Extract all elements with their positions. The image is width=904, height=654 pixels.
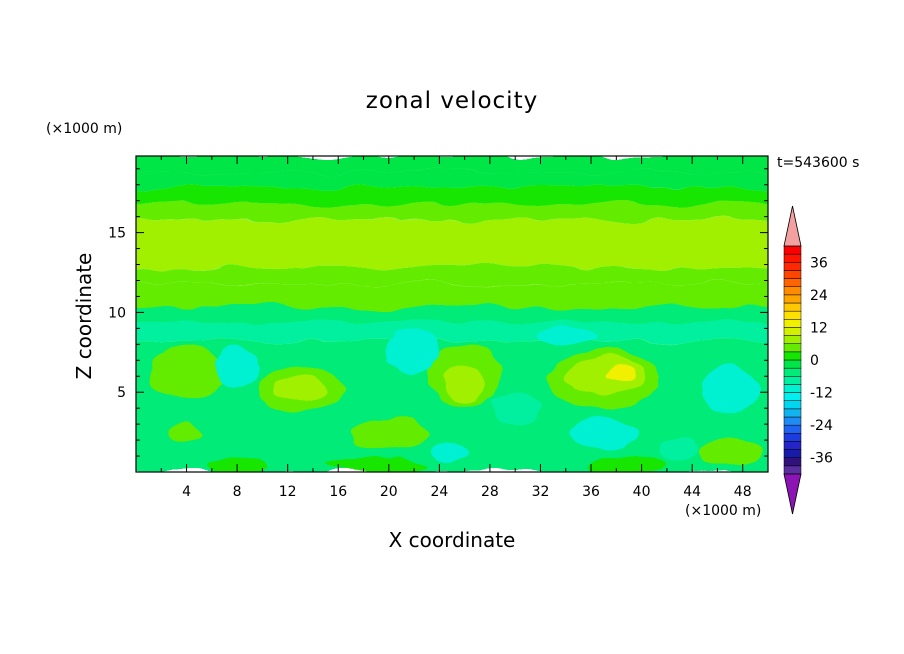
field-region-19 [171,420,202,444]
x-axis-label: X coordinate [388,528,516,552]
field-region-10 [325,457,427,472]
colorbar-segment [783,286,802,296]
contour-field [136,156,768,472]
colorbar-segment [783,253,802,263]
field-region-16 [572,417,636,450]
x-tick-label: 24 [430,484,448,500]
field-region-20 [660,435,699,461]
field-region-12 [591,456,667,472]
colorbar-segment [783,392,802,401]
x-tick-label: 40 [633,484,651,500]
x-tick-label: 36 [582,484,600,500]
colorbar-segment [783,465,802,475]
colorbar-over-arrow [783,205,802,247]
colorbar-segment [783,327,802,336]
x-tick-label: 4 [182,484,191,500]
field-region-3 [350,416,427,449]
field-band-4 [136,219,768,268]
x-tick-label: 8 [233,484,242,500]
colorbar-segment [783,400,802,410]
colorbar-segment [783,294,802,304]
colorbar-segment [783,262,802,271]
field-region-14 [214,349,260,388]
field-region-5 [444,365,485,404]
colorbar-segment [783,359,802,369]
field-region-21 [534,328,598,345]
colorbar-segment [783,278,802,287]
colorbar-segment [783,384,802,393]
x-tick-label: 44 [683,484,701,500]
colorbar-tick-label: -12 [810,386,833,402]
colorbar-tick-label: 24 [810,288,828,304]
colorbar-tick-label: -24 [810,418,833,434]
plot-frame [135,155,769,473]
field-region-9 [698,438,762,468]
colorbar-segment [783,302,802,312]
x-axis-scale-label: (×1000 m) [685,503,762,519]
colorbar-under-arrow [783,473,802,515]
colorbar-segment [783,367,802,377]
colorbar-segment [783,335,802,344]
y-tick-label: 5 [117,385,126,401]
colorbar-tick-label: 36 [810,255,828,271]
time-label: t=543600 s [777,155,860,171]
x-tick-label: 20 [380,484,398,500]
colorbar-segment [783,433,802,442]
x-tick-label: 16 [329,484,347,500]
colorbar-segment [783,270,802,279]
field-region-18 [489,392,541,425]
colorbar-segment [783,441,802,450]
colorbar-segment [783,319,802,328]
colorbar-segment [783,376,802,385]
field-region-2 [275,374,326,401]
field-band-0 [136,156,768,172]
field-band-7 [136,306,768,322]
field-region-0 [148,347,225,399]
field-band-5 [136,267,768,284]
colorbar-segment [783,343,802,353]
colorbar-tick-label: 12 [810,320,828,336]
field-band-6 [136,283,768,307]
field-band-8 [136,321,768,342]
colorbar-segment [783,457,802,467]
x-tick-label: 48 [734,484,752,500]
colorbar: -36 -24 -12 0 12 24 36 [783,205,833,515]
field-region-13 [386,329,442,375]
y-tick-label: 10 [108,305,126,321]
chart-title: zonal velocity [365,88,539,114]
x-axis: 4 8 12 16 20 24 28 32 36 40 44 48 [160,156,752,500]
x-tick-label: 32 [532,484,550,500]
field-band-3 [136,203,768,220]
colorbar-segment [783,424,802,434]
field-region-15 [702,365,758,413]
colorbar-segment [783,245,802,255]
y-axis: 5 10 15 [108,168,768,457]
x-tick-label: 12 [279,484,297,500]
colorbar-tick-label: -36 [810,451,833,467]
field-region-7 [563,357,645,396]
colorbar-segment [783,310,802,320]
colorbar-segment [783,408,802,418]
field-region-17 [433,443,471,463]
colorbar-segment [783,449,802,458]
colorbar-segment [783,351,802,361]
x-tick-label: 28 [481,484,499,500]
y-axis-scale-label: (×1000 m) [46,121,123,137]
field-band-1 [136,171,768,188]
colorbar-tick-label: 0 [810,353,819,369]
colorbar-segment [783,416,802,426]
field-region-8 [603,366,635,383]
y-tick-label: 15 [108,226,126,242]
field-band-2 [136,187,768,204]
